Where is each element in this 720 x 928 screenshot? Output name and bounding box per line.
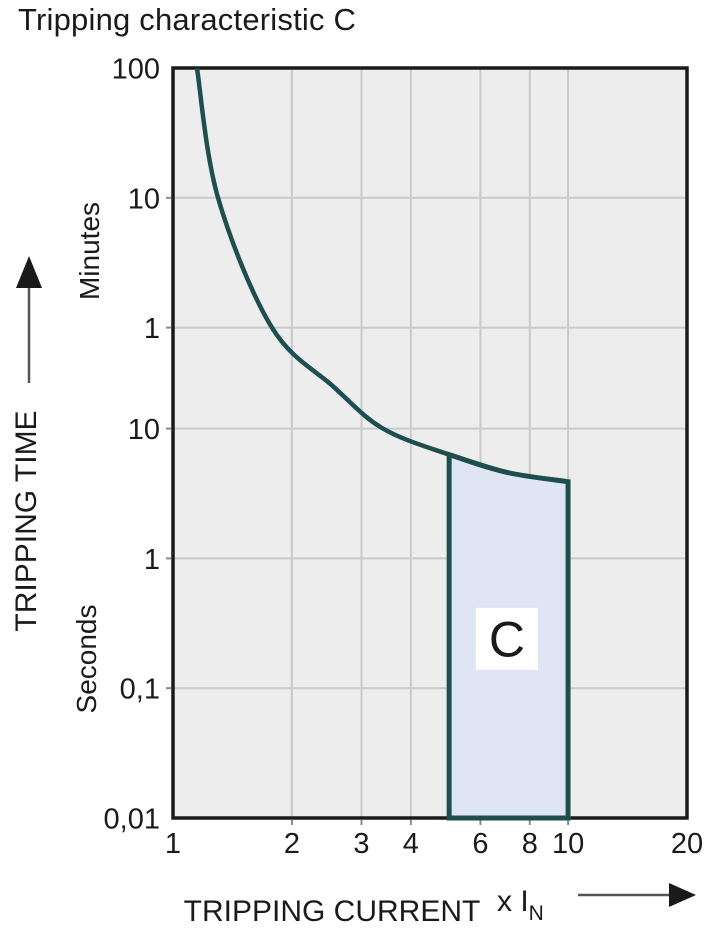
y-tick-label: 1 [144, 544, 160, 576]
plot-border [171, 66, 689, 820]
x-axis-multiplier: x IN [497, 885, 544, 925]
y-tick-label: 10 [128, 183, 160, 215]
y-tick-label: 100 [112, 54, 160, 86]
trip-curve [194, 68, 569, 484]
x-axis-title: TRIPPING CURRENT [184, 895, 481, 928]
x-axis-multiplier-subscript: N [529, 902, 544, 925]
x-tick-label: 20 [671, 828, 703, 860]
y-tick-label: 10 [128, 414, 160, 446]
x-tick-label: 10 [552, 828, 584, 860]
x-tick-label: 2 [284, 828, 300, 860]
y-axis-unit-seconds: Seconds [71, 605, 102, 714]
y-tick-label: 0,1 [120, 674, 160, 706]
x-axis-arrow-head [669, 883, 696, 907]
x-axis-arrow-icon [578, 883, 696, 907]
figure-title: Tripping characteristic C [18, 2, 357, 37]
x-tick-label: 3 [353, 828, 369, 860]
y-tick-label: 1 [144, 313, 160, 345]
x-tick-label: 6 [472, 828, 488, 860]
y-axis-title: TRIPPING TIME [10, 410, 43, 631]
x-tick-label: 4 [403, 828, 419, 860]
trip-zone-label: C [489, 611, 525, 667]
y-axis-arrow-icon [16, 256, 42, 383]
y-tick-label: 0,01 [104, 804, 160, 836]
trip-zone-label-box [475, 607, 538, 670]
x-tick-label: 1 [165, 828, 181, 860]
y-axis-arrow-head [16, 256, 42, 288]
x-tick-label: 8 [522, 828, 538, 860]
plot-area [173, 68, 687, 818]
y-axis-unit-minutes: Minutes [74, 202, 105, 300]
